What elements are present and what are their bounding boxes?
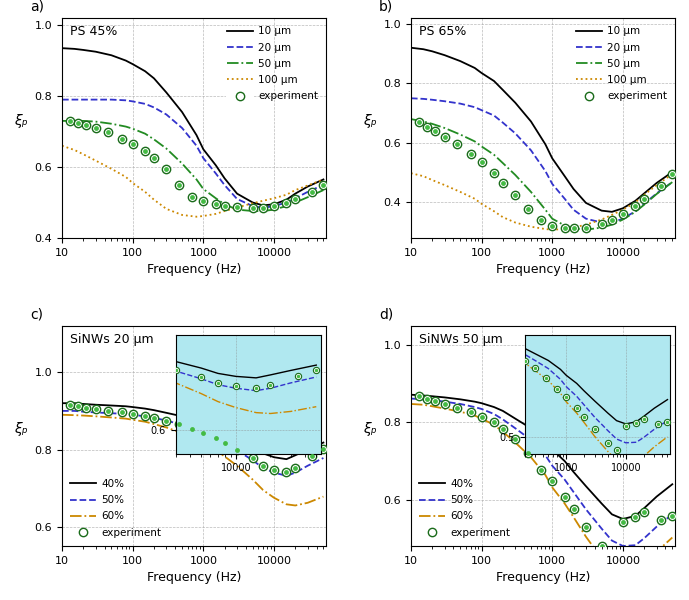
Legend: 40%, 50%, 60%, experiment: 40%, 50%, 60%, experiment xyxy=(416,476,513,541)
Text: b): b) xyxy=(379,0,393,14)
Text: a): a) xyxy=(30,0,44,14)
Text: SiNWs 20 μm: SiNWs 20 μm xyxy=(70,332,154,346)
Y-axis label: ξₚ: ξₚ xyxy=(14,422,28,436)
Legend: 10 μm, 20 μm, 50 μm, 100 μm, experiment: 10 μm, 20 μm, 50 μm, 100 μm, experiment xyxy=(224,23,321,104)
Text: PS 45%: PS 45% xyxy=(70,25,117,38)
Text: SiNWs 50 μm: SiNWs 50 μm xyxy=(419,332,502,346)
Text: PS 65%: PS 65% xyxy=(419,25,466,38)
Y-axis label: ξₚ: ξₚ xyxy=(362,422,376,436)
X-axis label: Frequency (Hz): Frequency (Hz) xyxy=(147,263,241,276)
Text: c): c) xyxy=(30,308,43,322)
Y-axis label: ξₚ: ξₚ xyxy=(362,114,376,128)
Text: d): d) xyxy=(379,308,393,322)
X-axis label: Frequency (Hz): Frequency (Hz) xyxy=(147,571,241,584)
Legend: 10 μm, 20 μm, 50 μm, 100 μm, experiment: 10 μm, 20 μm, 50 μm, 100 μm, experiment xyxy=(573,23,670,104)
Legend: 40%, 50%, 60%, experiment: 40%, 50%, 60%, experiment xyxy=(68,476,165,541)
X-axis label: Frequency (Hz): Frequency (Hz) xyxy=(496,571,590,584)
X-axis label: Frequency (Hz): Frequency (Hz) xyxy=(496,263,590,276)
Y-axis label: ξₚ: ξₚ xyxy=(14,114,28,128)
